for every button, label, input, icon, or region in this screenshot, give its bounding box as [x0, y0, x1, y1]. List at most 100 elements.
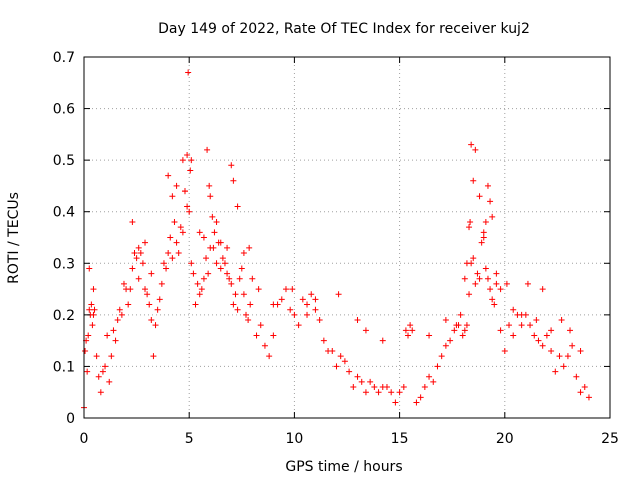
data-point [171, 219, 178, 226]
data-point [470, 255, 477, 262]
data-point [135, 275, 142, 282]
data-point [188, 157, 195, 164]
data-point [295, 322, 302, 329]
data-point [346, 368, 353, 375]
data-point [175, 249, 182, 256]
data-point [246, 244, 253, 251]
data-point [569, 342, 576, 349]
data-point [104, 332, 111, 339]
data-point [539, 286, 546, 293]
data-point [213, 260, 220, 267]
data-point [480, 229, 487, 236]
data-point [261, 342, 268, 349]
data-point [198, 286, 205, 293]
data-point [466, 224, 473, 231]
data-point [97, 389, 104, 396]
y-tick-label: 0.1 [53, 359, 75, 375]
data-point [493, 280, 500, 287]
data-point [84, 368, 91, 375]
data-point [228, 280, 235, 287]
data-point [86, 265, 93, 272]
data-point [417, 394, 424, 401]
data-point [474, 270, 481, 277]
data-point [451, 327, 458, 334]
plot-frame [83, 56, 611, 419]
data-point [487, 198, 494, 205]
data-point [497, 327, 504, 334]
data-point [304, 301, 311, 308]
data-point [312, 306, 319, 313]
data-point [430, 378, 437, 385]
data-point [375, 389, 382, 396]
data-point [442, 342, 449, 349]
data-point [461, 275, 468, 282]
data-point [567, 327, 574, 334]
data-point [421, 384, 428, 391]
data-point [204, 146, 211, 153]
data-point [90, 286, 97, 293]
data-point [173, 182, 180, 189]
data-point [184, 203, 191, 210]
data-point [226, 275, 233, 282]
data-point [402, 327, 409, 334]
data-point [133, 255, 140, 262]
data-point [190, 270, 197, 277]
data-point [210, 244, 217, 251]
x-tick-label: 0 [80, 431, 89, 447]
data-point [371, 384, 378, 391]
data-point [206, 182, 213, 189]
data-point [184, 151, 191, 158]
data-point [131, 249, 138, 256]
data-point [146, 301, 153, 308]
data-point [156, 296, 163, 303]
data-point [148, 317, 155, 324]
x-axis-label: GPS time / hours [285, 459, 402, 475]
data-point [207, 193, 214, 200]
data-point [165, 172, 172, 179]
data-point [95, 373, 102, 380]
data-point [354, 373, 361, 380]
data-point [91, 306, 98, 313]
data-point [240, 249, 247, 256]
data-point [329, 347, 336, 354]
data-point [501, 347, 508, 354]
data-point [255, 286, 262, 293]
data-point [510, 332, 517, 339]
x-tick-label: 20 [496, 431, 514, 447]
data-point [232, 291, 239, 298]
data-point [320, 337, 327, 344]
data-point [466, 291, 473, 298]
data-point [497, 286, 504, 293]
data-point [470, 177, 477, 184]
data-point [476, 275, 483, 282]
y-tick-label: 0.4 [53, 205, 75, 221]
data-point [142, 239, 149, 246]
y-axis-label: ROTI / TECUs [6, 192, 22, 284]
y-tick-label: 0.3 [53, 256, 75, 272]
data-point [484, 275, 491, 282]
data-point [472, 146, 479, 153]
data-point [489, 296, 496, 303]
data-point [442, 317, 449, 324]
data-point [438, 353, 445, 360]
data-point [230, 177, 237, 184]
data-point [388, 389, 395, 396]
data-point [236, 275, 243, 282]
data-point [173, 239, 180, 246]
data-point [188, 260, 195, 267]
data-point [289, 286, 296, 293]
data-point [213, 219, 220, 226]
data-point [506, 322, 513, 329]
data-point [240, 291, 247, 298]
axes: 0 0.1 0.2 0.3 0.4 0.5 0.6 0.7 0 5 10 15 20 25 [53, 50, 619, 447]
data-point [392, 399, 399, 406]
data-point [581, 384, 588, 391]
data-point [476, 193, 483, 200]
data-point [192, 301, 199, 308]
data-point [383, 384, 390, 391]
data-point [99, 368, 106, 375]
data-point [577, 347, 584, 354]
data-point [560, 363, 567, 370]
data-point [257, 322, 264, 329]
